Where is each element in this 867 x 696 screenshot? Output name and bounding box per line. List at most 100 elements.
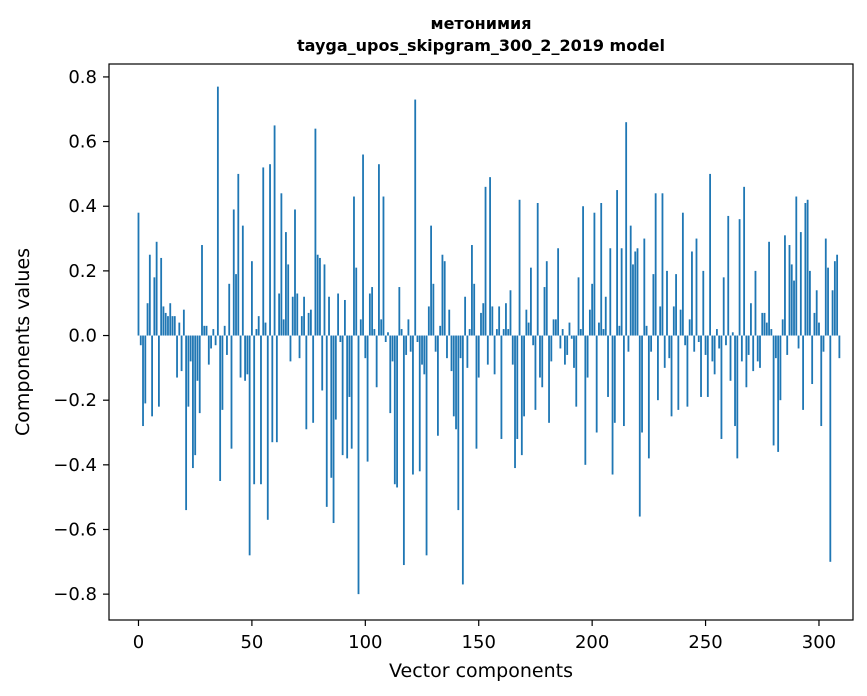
bar-124: [418, 335, 421, 472]
bar-271: [752, 335, 755, 372]
bar-282: [777, 335, 780, 452]
y-tick-label: −0.4: [53, 455, 97, 476]
bar-233: [666, 270, 668, 336]
bar-212: [618, 325, 621, 336]
bar-17: [176, 335, 178, 378]
bar-173: [530, 267, 532, 336]
bar-177: [539, 335, 541, 378]
bar-247: [697, 335, 700, 342]
bar-280: [772, 335, 775, 446]
bar-84: [328, 296, 330, 336]
bar-261: [729, 335, 732, 381]
bar-174: [532, 335, 535, 346]
bar-186: [559, 335, 562, 349]
bar-101: [366, 335, 369, 462]
bar-204: [600, 203, 603, 336]
y-tick-label: 0.6: [68, 132, 97, 153]
bar-40: [228, 283, 231, 336]
bar-115: [398, 287, 401, 336]
bar-253: [711, 335, 714, 362]
bar-24: [192, 335, 194, 469]
bar-128: [427, 306, 430, 336]
bar-300: [818, 322, 820, 336]
bar-70: [296, 293, 299, 336]
bar-305: [829, 335, 832, 562]
bar-274: [759, 335, 761, 368]
bar-203: [598, 322, 600, 336]
bar-155: [489, 177, 491, 336]
bar-199: [588, 309, 591, 336]
bar-268: [745, 335, 748, 388]
bar-37: [221, 335, 224, 410]
bar-118: [405, 335, 408, 355]
bar-83: [325, 335, 328, 507]
bar-270: [750, 303, 752, 336]
bar-166: [514, 335, 516, 469]
bar-250: [704, 335, 707, 355]
bar-151: [480, 312, 482, 336]
bar-184: [554, 319, 557, 336]
bar-31: [207, 335, 210, 365]
bar-0: [137, 212, 140, 336]
bar-142: [459, 335, 462, 359]
y-tick-label: −0.8: [53, 584, 97, 605]
bar-167: [516, 335, 519, 439]
bar-33: [212, 329, 215, 336]
bar-267: [743, 186, 746, 336]
bar-127: [425, 335, 428, 556]
bar-259: [725, 335, 727, 346]
bar-178: [541, 335, 544, 388]
bar-132: [437, 335, 439, 436]
bar-226: [650, 335, 653, 352]
bar-181: [548, 335, 550, 423]
bar-208: [609, 248, 612, 336]
bar-180: [545, 261, 548, 336]
bar-252: [709, 173, 711, 336]
bar-52: [255, 329, 258, 336]
bar-262: [731, 332, 734, 336]
bar-219: [634, 251, 637, 336]
bar-27: [198, 335, 201, 414]
bar-197: [584, 335, 587, 465]
bar-79: [316, 254, 319, 336]
bar-294: [804, 203, 807, 336]
bar-234: [668, 335, 671, 359]
bar-3: [144, 335, 147, 404]
x-tick-label: 150: [462, 632, 496, 653]
bar-20: [182, 309, 185, 336]
bar-227: [652, 274, 655, 336]
bar-111: [389, 335, 392, 414]
bar-296: [809, 270, 811, 336]
bar-241: [684, 335, 687, 346]
bar-49: [248, 335, 251, 556]
bar-21: [185, 335, 188, 511]
bar-276: [763, 312, 766, 336]
bar-32: [210, 335, 212, 349]
bar-307: [833, 261, 836, 336]
bar-13: [167, 316, 169, 336]
bar-130: [432, 283, 435, 336]
bar-198: [586, 335, 589, 378]
bar-256: [718, 335, 721, 349]
y-axis-label: Components values: [12, 248, 34, 436]
bar-8: [155, 241, 158, 336]
bar-63: [280, 193, 283, 336]
bar-283: [779, 335, 782, 401]
bar-164: [509, 290, 512, 336]
bar-72: [300, 316, 303, 336]
bar-159: [498, 306, 501, 336]
bar-1: [139, 335, 142, 346]
bar-126: [423, 335, 426, 375]
bar-41: [230, 335, 233, 449]
bar-62: [278, 293, 281, 336]
bar-257: [720, 335, 723, 439]
bar-175: [534, 335, 537, 410]
bar-53: [257, 316, 260, 336]
bar-29: [203, 325, 206, 336]
bar-273: [756, 335, 759, 362]
bar-220: [636, 248, 639, 336]
bar-189: [566, 335, 569, 355]
bar-18: [178, 322, 181, 336]
bar-185: [557, 248, 560, 336]
bar-287: [788, 245, 791, 336]
